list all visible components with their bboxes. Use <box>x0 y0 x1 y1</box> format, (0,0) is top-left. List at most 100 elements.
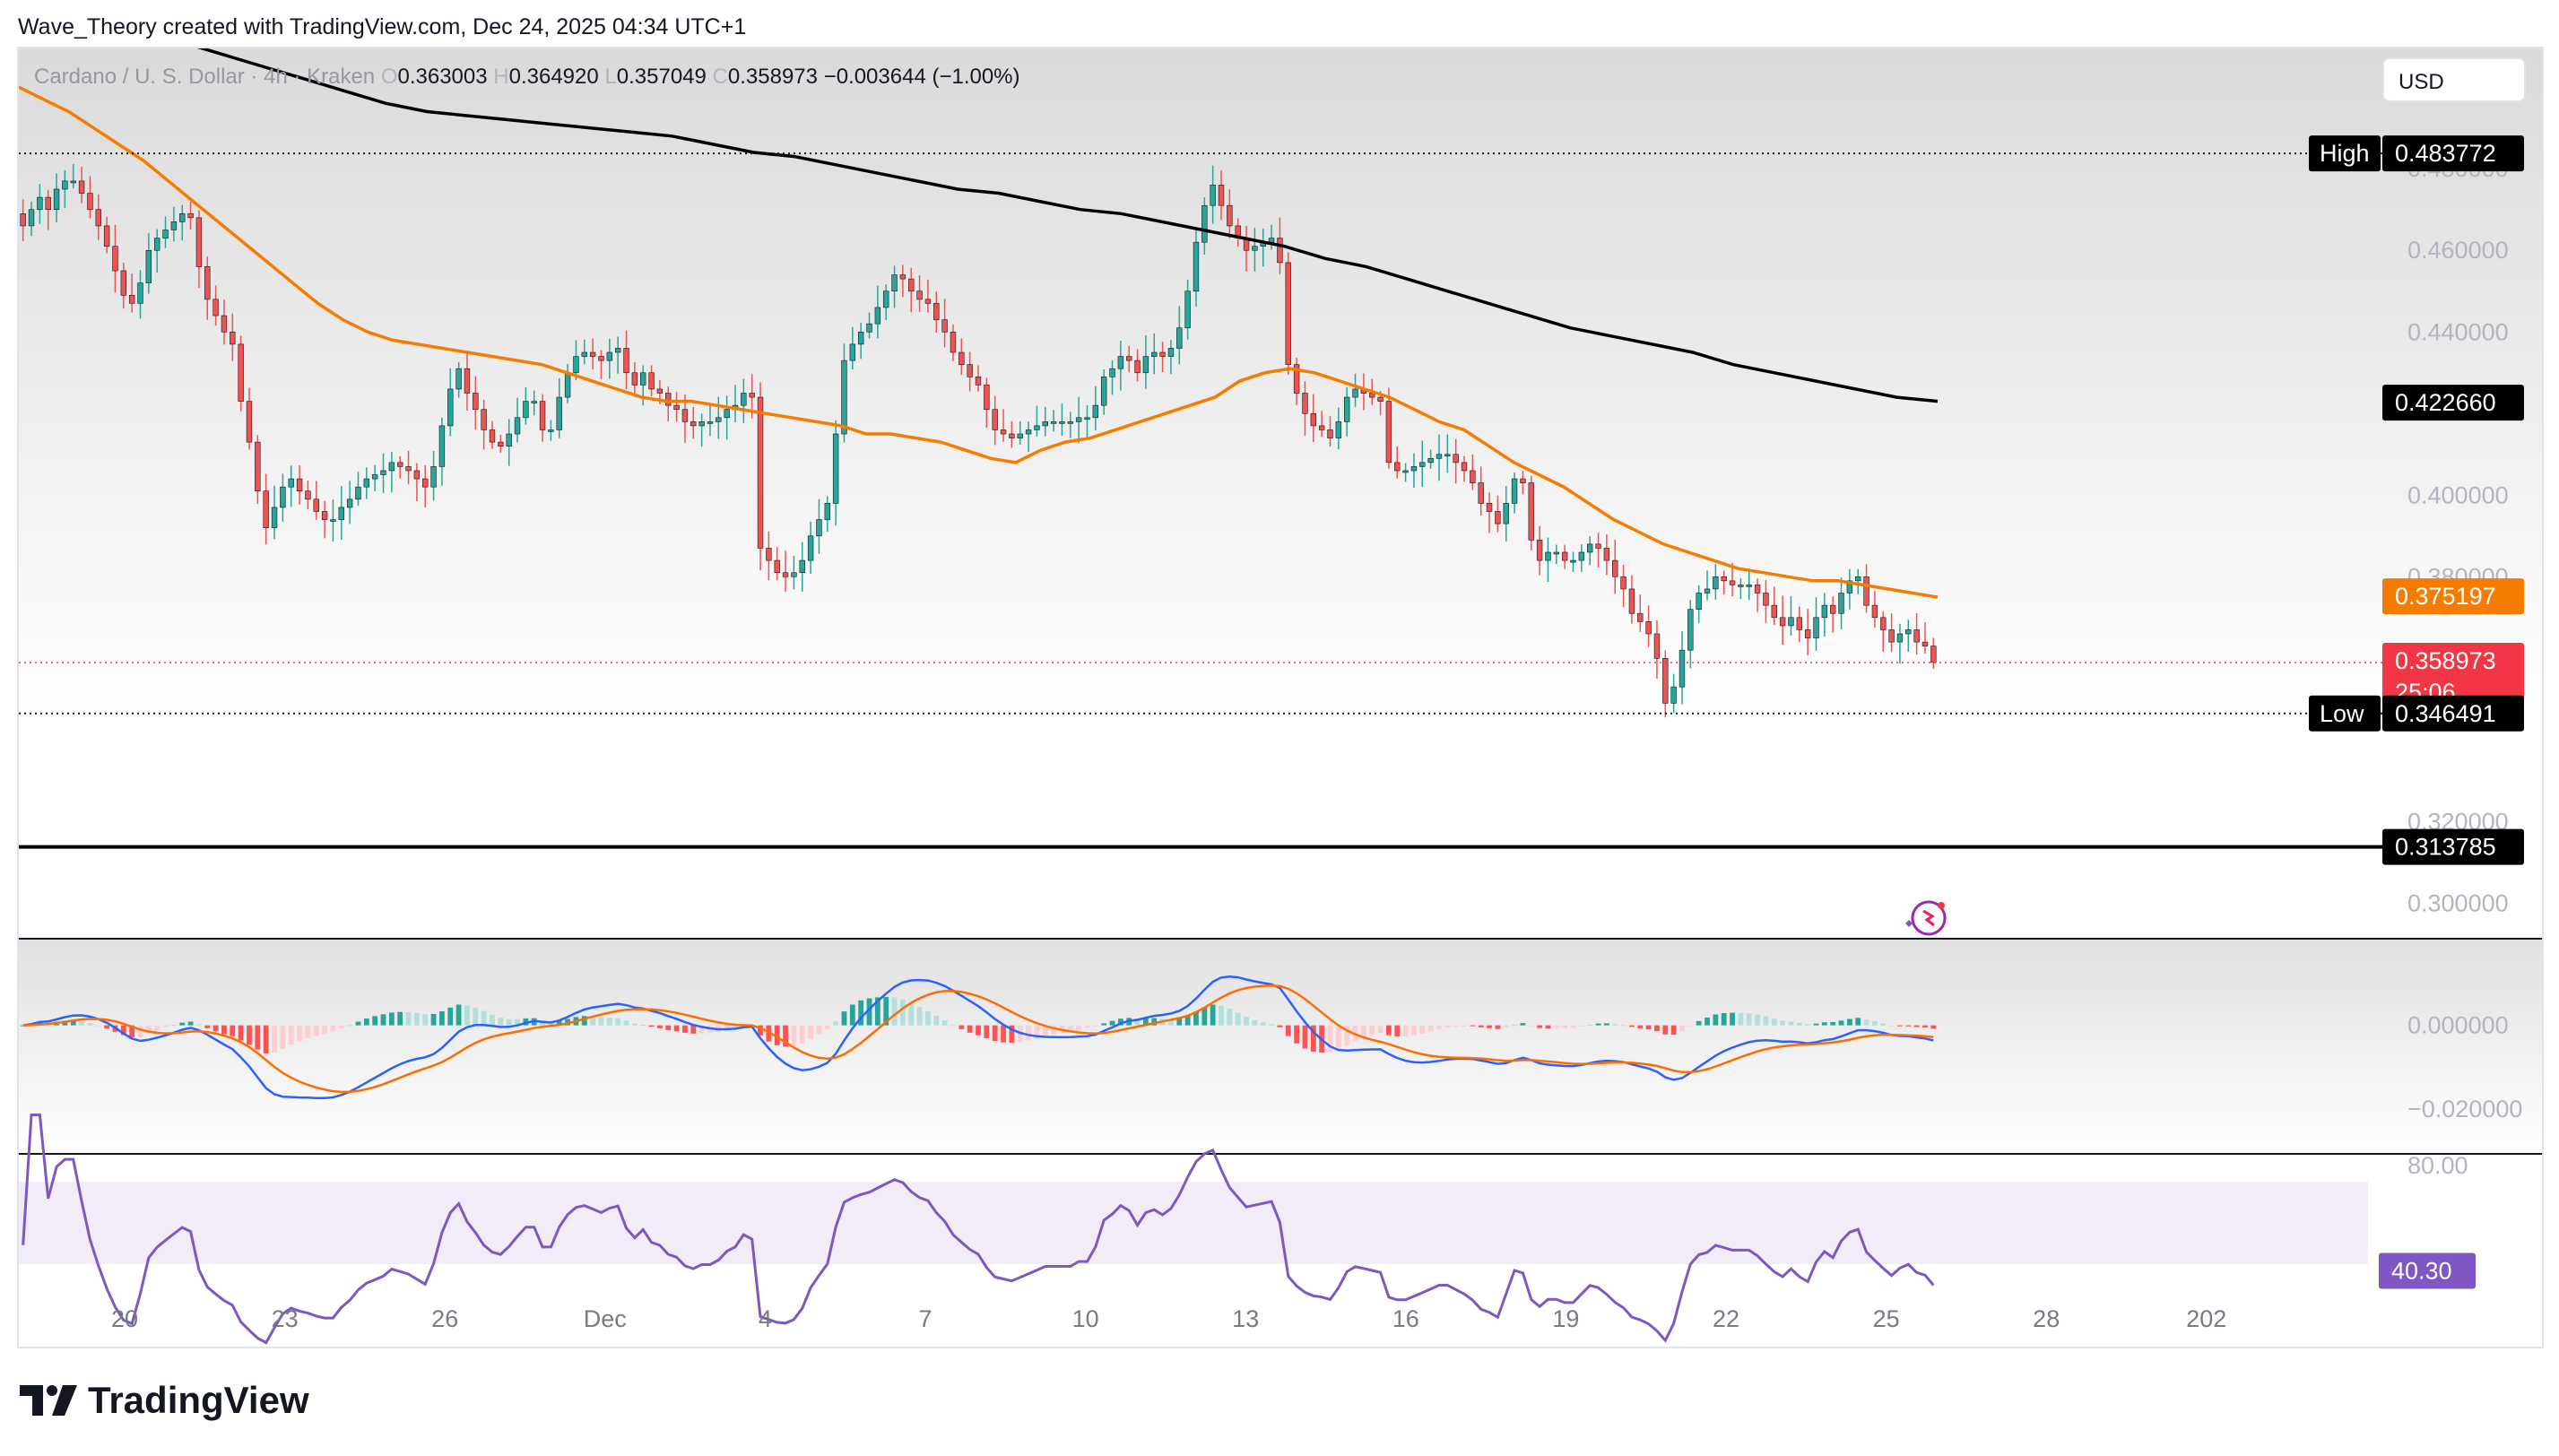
macd-histogram-bar <box>1838 1020 1844 1026</box>
symbol-label[interactable]: Cardano / U. S. Dollar · 4h · Kraken <box>34 65 376 89</box>
macd-histogram-bar <box>656 1025 663 1028</box>
candle-body <box>774 559 780 574</box>
macd-histogram-bar <box>1888 1025 1895 1027</box>
macd-histogram-bar <box>372 1016 378 1026</box>
time-tick-label: 22 <box>1713 1305 1739 1332</box>
macd-histogram-bar <box>1369 1025 1375 1036</box>
candle-body <box>230 331 236 345</box>
candle-body <box>53 188 60 211</box>
ema-50-tag-bg[interactable] <box>2382 578 2524 615</box>
macd-histogram-bar <box>230 1025 236 1036</box>
candle-body <box>924 299 932 304</box>
tradingview-logo: TradingView <box>20 1379 309 1422</box>
chart-frame[interactable]: 0.300000 0.320000 0.380000 0.400000 0.440000… <box>17 47 2544 1348</box>
candle-body <box>1855 576 1861 582</box>
macd-histogram-bar <box>791 1025 797 1046</box>
macd-histogram-bar <box>1377 1025 1384 1034</box>
candle-body <box>1679 649 1686 688</box>
candle-body <box>548 429 554 432</box>
ai-sparkle-icon[interactable] <box>1905 900 1947 936</box>
chart-canvas[interactable]: 0.3000000.3200000.3800000.4000000.440000… <box>19 48 2544 1348</box>
support-price-tag-text: 0.313785 <box>2395 834 2496 861</box>
candle-body <box>238 343 244 402</box>
candle-body <box>112 246 118 272</box>
candle-body <box>614 348 621 353</box>
candle-body <box>1687 609 1694 651</box>
macd-histogram-bar <box>405 1011 412 1026</box>
high-price-tag-bg[interactable] <box>2382 135 2524 172</box>
macd-line <box>22 975 1934 1100</box>
rsi-band <box>19 1182 2368 1264</box>
candle-body <box>1721 576 1727 582</box>
macd-histogram-bar <box>665 1025 672 1030</box>
macd-histogram-bar <box>1462 1025 1467 1027</box>
macd-histogram-bar <box>79 1021 84 1026</box>
macd-histogram-bar <box>1210 1004 1216 1026</box>
macd-histogram-bar <box>1495 1025 1501 1029</box>
candle-body <box>1704 588 1711 594</box>
support-price-tag-bg[interactable] <box>2382 828 2524 865</box>
macd-histogram-bar <box>1805 1024 1811 1026</box>
macd-histogram-bar <box>1335 1025 1341 1051</box>
macd-histogram-bar <box>20 1025 26 1027</box>
macd-histogram-bar <box>1721 1012 1727 1026</box>
candle-body <box>355 486 361 500</box>
time-tick-label: Dec <box>584 1305 627 1332</box>
macd-histogram-bar <box>908 1002 915 1026</box>
candle-body <box>556 396 562 430</box>
macd-histogram-bar <box>916 1007 923 1026</box>
low-side-label-text: Low <box>2320 700 2364 727</box>
macd-histogram-bar <box>447 1007 454 1026</box>
candle-body <box>698 421 705 427</box>
macd-histogram-bar <box>1227 1008 1233 1026</box>
macd-histogram-bar <box>598 1017 604 1026</box>
candle-body <box>1871 604 1878 619</box>
candle-body <box>791 572 797 577</box>
macd-tick-label: −0.020000 <box>2407 1096 2522 1122</box>
ema-200-tag-bg[interactable] <box>2382 385 2524 421</box>
macd-histogram-bar <box>673 1025 680 1032</box>
time-tick-label: 26 <box>431 1305 458 1332</box>
low-price-tag-bg[interactable] <box>2382 695 2524 732</box>
macd-histogram-bar <box>481 1010 487 1026</box>
tradingview-wordmark: TradingView <box>88 1379 309 1421</box>
candle-body <box>1620 576 1626 590</box>
candle-body <box>1067 421 1073 424</box>
currency-selector[interactable]: USD <box>2382 57 2526 102</box>
rsi-value-tag-bg[interactable] <box>2379 1252 2476 1289</box>
candle-body <box>623 348 629 374</box>
candle-body <box>1738 585 1744 587</box>
high-side-label-bg <box>2309 135 2381 172</box>
candle-body <box>1779 617 1786 627</box>
macd-histogram-bar <box>933 1015 940 1026</box>
macd-histogram-bar <box>1872 1021 1878 1026</box>
close-label: C <box>712 65 728 89</box>
macd-histogram-bar <box>959 1025 965 1029</box>
last-price-tag-bg[interactable] <box>2382 642 2524 711</box>
candle-body <box>564 372 571 398</box>
macd-histogram-bar <box>1269 1024 1274 1026</box>
candle-body <box>1536 540 1543 561</box>
macd-histogram-bar <box>238 1025 244 1041</box>
macd-histogram-bar <box>322 1025 327 1035</box>
candle-body <box>255 441 261 492</box>
high-price-tag-text: 0.483772 <box>2395 140 2496 167</box>
candle-body <box>338 507 344 520</box>
candle-body <box>1126 356 1132 361</box>
candle-body <box>967 364 973 377</box>
macd-histogram-bar <box>1670 1025 1677 1035</box>
macd-histogram-bar <box>866 998 872 1026</box>
candle-body <box>489 429 496 443</box>
candle-body <box>782 572 789 577</box>
candle-body <box>1896 633 1904 643</box>
candle-body <box>648 372 655 390</box>
macd-histogram-bar <box>213 1025 219 1032</box>
macd-tick-label: 0.000000 <box>2407 1012 2509 1039</box>
candle-body <box>87 193 93 211</box>
candle-body <box>1788 617 1794 627</box>
candle-body <box>1804 629 1811 638</box>
macd-histogram-bar <box>1796 1022 1802 1026</box>
candle-body <box>866 323 872 333</box>
macd-histogram-bar <box>129 1025 135 1037</box>
candle-body <box>959 351 965 365</box>
